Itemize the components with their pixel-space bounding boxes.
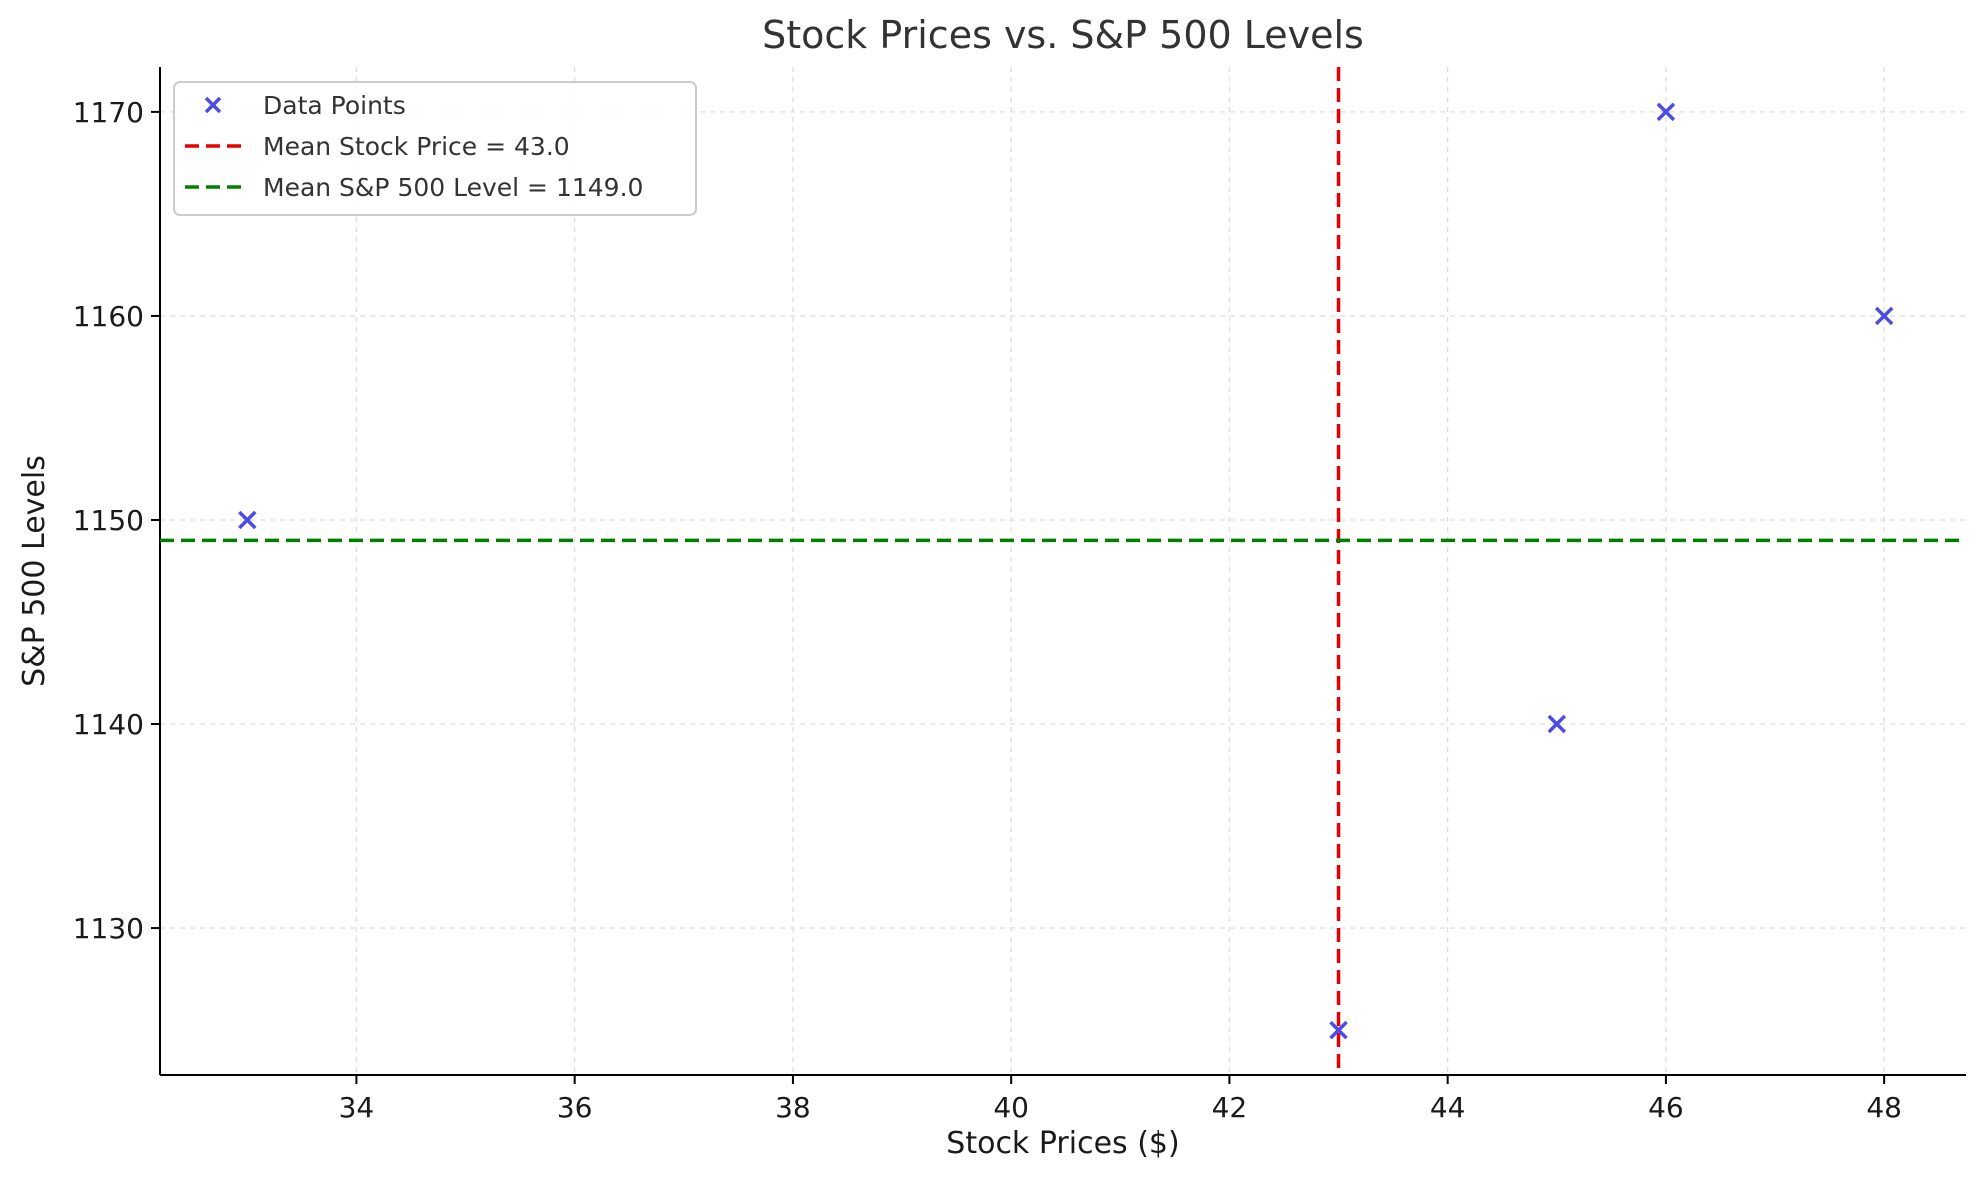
y-tick-label: 1140 bbox=[73, 708, 144, 741]
reference-lines bbox=[160, 67, 1966, 1075]
legend-marker bbox=[204, 96, 222, 114]
x-tick-label: 48 bbox=[1866, 1091, 1902, 1124]
x-tick-label: 40 bbox=[993, 1091, 1029, 1124]
y-tick-label: 1150 bbox=[73, 504, 144, 537]
legend-item: Mean S&P 500 Level = 1149.0 bbox=[185, 173, 643, 202]
x-tick-label: 46 bbox=[1648, 1091, 1684, 1124]
legend: Data Points Mean Stock Price = 43.0 Mean S… bbox=[173, 81, 697, 216]
data-point bbox=[1874, 306, 1894, 326]
x-tick-label: 34 bbox=[339, 1091, 375, 1124]
data-point bbox=[1656, 102, 1676, 122]
data-points bbox=[238, 102, 1894, 1040]
data-point bbox=[1547, 714, 1567, 734]
data-point bbox=[238, 510, 257, 530]
legend-label: Data Points bbox=[263, 91, 406, 120]
y-tick-label: 1160 bbox=[73, 300, 144, 333]
x-tick-label: 42 bbox=[1212, 1091, 1248, 1124]
y-tick-label: 1130 bbox=[73, 912, 144, 945]
y-tick-label: 1170 bbox=[73, 96, 144, 129]
data-point bbox=[1329, 1020, 1348, 1040]
x-axis-label: Stock Prices ($) bbox=[946, 1126, 1179, 1161]
chart-title: Stock Prices vs. S&P 500 Levels bbox=[762, 13, 1364, 57]
x-tick-label: 36 bbox=[557, 1091, 593, 1124]
legend-label: Mean S&P 500 Level = 1149.0 bbox=[263, 173, 643, 202]
legend-label: Mean Stock Price = 43.0 bbox=[263, 132, 570, 161]
x-tick-label: 44 bbox=[1430, 1091, 1466, 1124]
y-axis-label: S&P 500 Levels bbox=[17, 455, 52, 687]
legend-item: Mean Stock Price = 43.0 bbox=[185, 132, 570, 161]
legend-item: Data Points bbox=[204, 91, 406, 120]
ticks: 34 36 38 40 42 44 46 48 1130 1140 1150 1160 1170 bbox=[73, 96, 1902, 1124]
x-tick-label: 38 bbox=[775, 1091, 811, 1124]
legend-box bbox=[173, 81, 697, 216]
